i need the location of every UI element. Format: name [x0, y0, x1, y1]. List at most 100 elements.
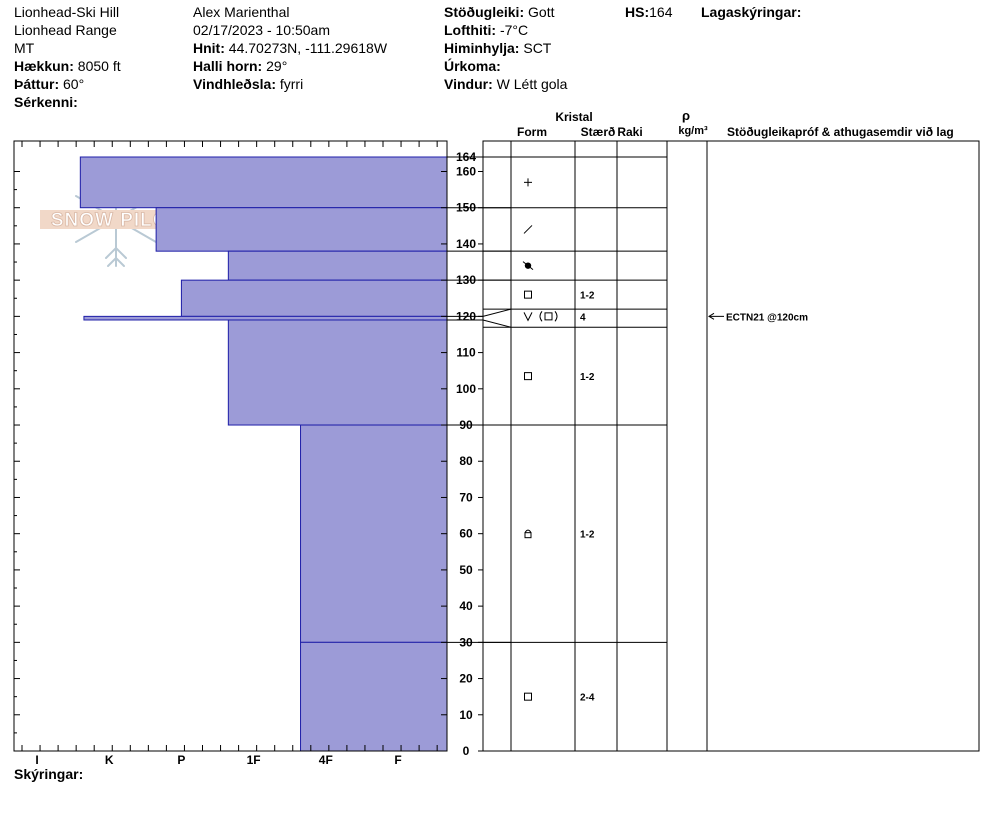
rounding-facet-icon: [524, 529, 532, 539]
stability-test-label: ECTN21 @120cm: [726, 312, 808, 323]
observer-info: Alex Marienthal 02/17/2023 - 10:50am Hni…: [193, 3, 387, 93]
snowflake-logo: SNOW PILOT: [40, 171, 192, 267]
special-label: Sérkenni:: [14, 94, 78, 110]
depth-axis: 0102030405060708090100110120130140150160…: [14, 150, 483, 758]
hardness-layer-bar: [227, 319, 448, 426]
depth-tick-label: 0: [463, 744, 470, 758]
melt-icon: [522, 261, 534, 271]
observer-name: Alex Marienthal: [193, 4, 290, 20]
weather-info: Stöðugleiki: Gott Lofthiti: -7°C Himinhy…: [444, 3, 567, 93]
frame-ticks: [21, 141, 438, 751]
wind-loading-row: Vindhleðsla: fyrri: [193, 75, 387, 93]
slope-row: Halli horn: 29°: [193, 57, 387, 75]
hardness-layer-bar: [83, 315, 448, 321]
hardness-bars: [79, 156, 448, 752]
hardness-tick-label: 4F: [319, 753, 333, 767]
square-icon: [524, 290, 532, 299]
range-name: Lionhead Range: [14, 22, 117, 38]
sky-value: SCT: [523, 40, 552, 56]
coords-value: 44.70273N, -111.29618W: [228, 40, 388, 56]
hardness-tick-label: K: [105, 753, 114, 767]
depth-tick-label: 80: [459, 454, 473, 468]
coords-row: Hnit: 44.70273N, -111.29618W: [193, 39, 387, 57]
wind-value: W Létt gola: [496, 76, 568, 92]
crystal-header: Kristal: [555, 110, 592, 124]
aspect-label: Þáttur:: [14, 76, 60, 92]
elevation-row: Hækkun: 8050 ft: [14, 57, 121, 75]
rf-arc: [524, 529, 532, 533]
depth-tick-label: 10: [459, 708, 473, 722]
hardness-layer-bar: [300, 424, 448, 643]
grain-size-label: 1-2: [580, 372, 595, 383]
sky-label: Himinhylja:: [444, 40, 520, 56]
slash: [523, 225, 533, 234]
depth-tick-label: 160: [456, 164, 476, 178]
square: [524, 692, 532, 701]
hs-row: HS:164: [625, 3, 672, 21]
grain-sizes: 1-2 4 1-2 1-2 2-4: [580, 291, 595, 704]
surface-hoar-faceted-icon: [523, 311, 558, 322]
air-temp-label: Lofthiti:: [444, 22, 497, 38]
/-icon: [523, 225, 533, 234]
hardness-axis-labels: I K P 1F 4F F: [35, 753, 401, 767]
depth-tick-label: 40: [459, 599, 473, 613]
square-icon: [524, 692, 532, 701]
melt-line: [522, 261, 534, 271]
grain-size-label: 1-2: [580, 291, 595, 302]
hardness-layer-bar: [227, 250, 448, 281]
moisture-header: Raki: [617, 125, 642, 139]
comments-header: Stöðugleikapróf & athugasemdir við lag: [727, 125, 954, 139]
coords-label: Hnit:: [193, 40, 225, 56]
form-header: Form: [517, 125, 547, 139]
hs-value: 164: [649, 4, 673, 20]
rf-box: [524, 532, 532, 539]
precip-label: Úrkoma:: [444, 58, 501, 74]
density-header: kg/m³: [678, 125, 708, 137]
size-header: Stærð: [581, 125, 616, 139]
stability-label: Stöðugleiki:: [444, 4, 525, 20]
slope-label: Halli horn:: [193, 58, 263, 74]
notes-label: Skýringar:: [14, 766, 84, 782]
wind-loading-label: Vindhleðsla:: [193, 76, 276, 92]
hardness-layer-bar: [155, 207, 448, 252]
depth-tick-label: 140: [456, 237, 476, 251]
paren-left: [539, 311, 543, 322]
stability-row: Stöðugleiki: Gott: [444, 3, 567, 21]
precip-row: Úrkoma:: [444, 57, 567, 75]
grain-size-label: 1-2: [580, 530, 595, 541]
column-headers: Kristal Form Stærð Raki ρ kg/m³ Stöðugle…: [517, 108, 954, 139]
wind-label: Vindur:: [444, 76, 493, 92]
hardness-frame: [13, 140, 448, 752]
hardness-layer-bar: [79, 156, 448, 209]
wind-loading-value: fyrri: [279, 76, 304, 92]
slope-value: 29°: [266, 58, 288, 74]
hardness-layer-bar: [180, 279, 448, 317]
layers-label: Lagaskýringar:: [701, 4, 802, 20]
rho-header: ρ: [682, 108, 690, 123]
elevation-value: 8050 ft: [77, 58, 121, 74]
hardness-tick-label: P: [177, 753, 185, 767]
logo-text: SNOW PILOT: [51, 210, 181, 231]
table-row-lines: [483, 156, 667, 752]
table-column-dividers: [510, 141, 708, 751]
depth-tick-label: 60: [459, 527, 473, 541]
grain-form-symbols: [522, 178, 558, 701]
observation-datetime: 02/17/2023 - 10:50am: [193, 22, 330, 38]
square: [524, 290, 532, 299]
grain-table-frame: [482, 140, 980, 752]
depth-tick-label: 50: [459, 563, 473, 577]
air-temp-row: Lofthiti: -7°C: [444, 21, 567, 39]
logo-banner: [40, 210, 192, 229]
wind-row: Vindur: W Létt gola: [444, 75, 567, 93]
hardness-tick-label: F: [394, 753, 401, 767]
sh-square: [544, 312, 553, 321]
air-temp-value: -7°C: [499, 22, 529, 38]
elevation-label: Hækkun:: [14, 58, 74, 74]
hardness-layer-bar: [300, 641, 448, 752]
depth-tick-label: 110: [456, 346, 476, 360]
square: [524, 372, 532, 381]
paren-right: [554, 311, 558, 322]
depth-tick-label: 70: [459, 490, 473, 504]
sh-vee: [523, 312, 533, 322]
